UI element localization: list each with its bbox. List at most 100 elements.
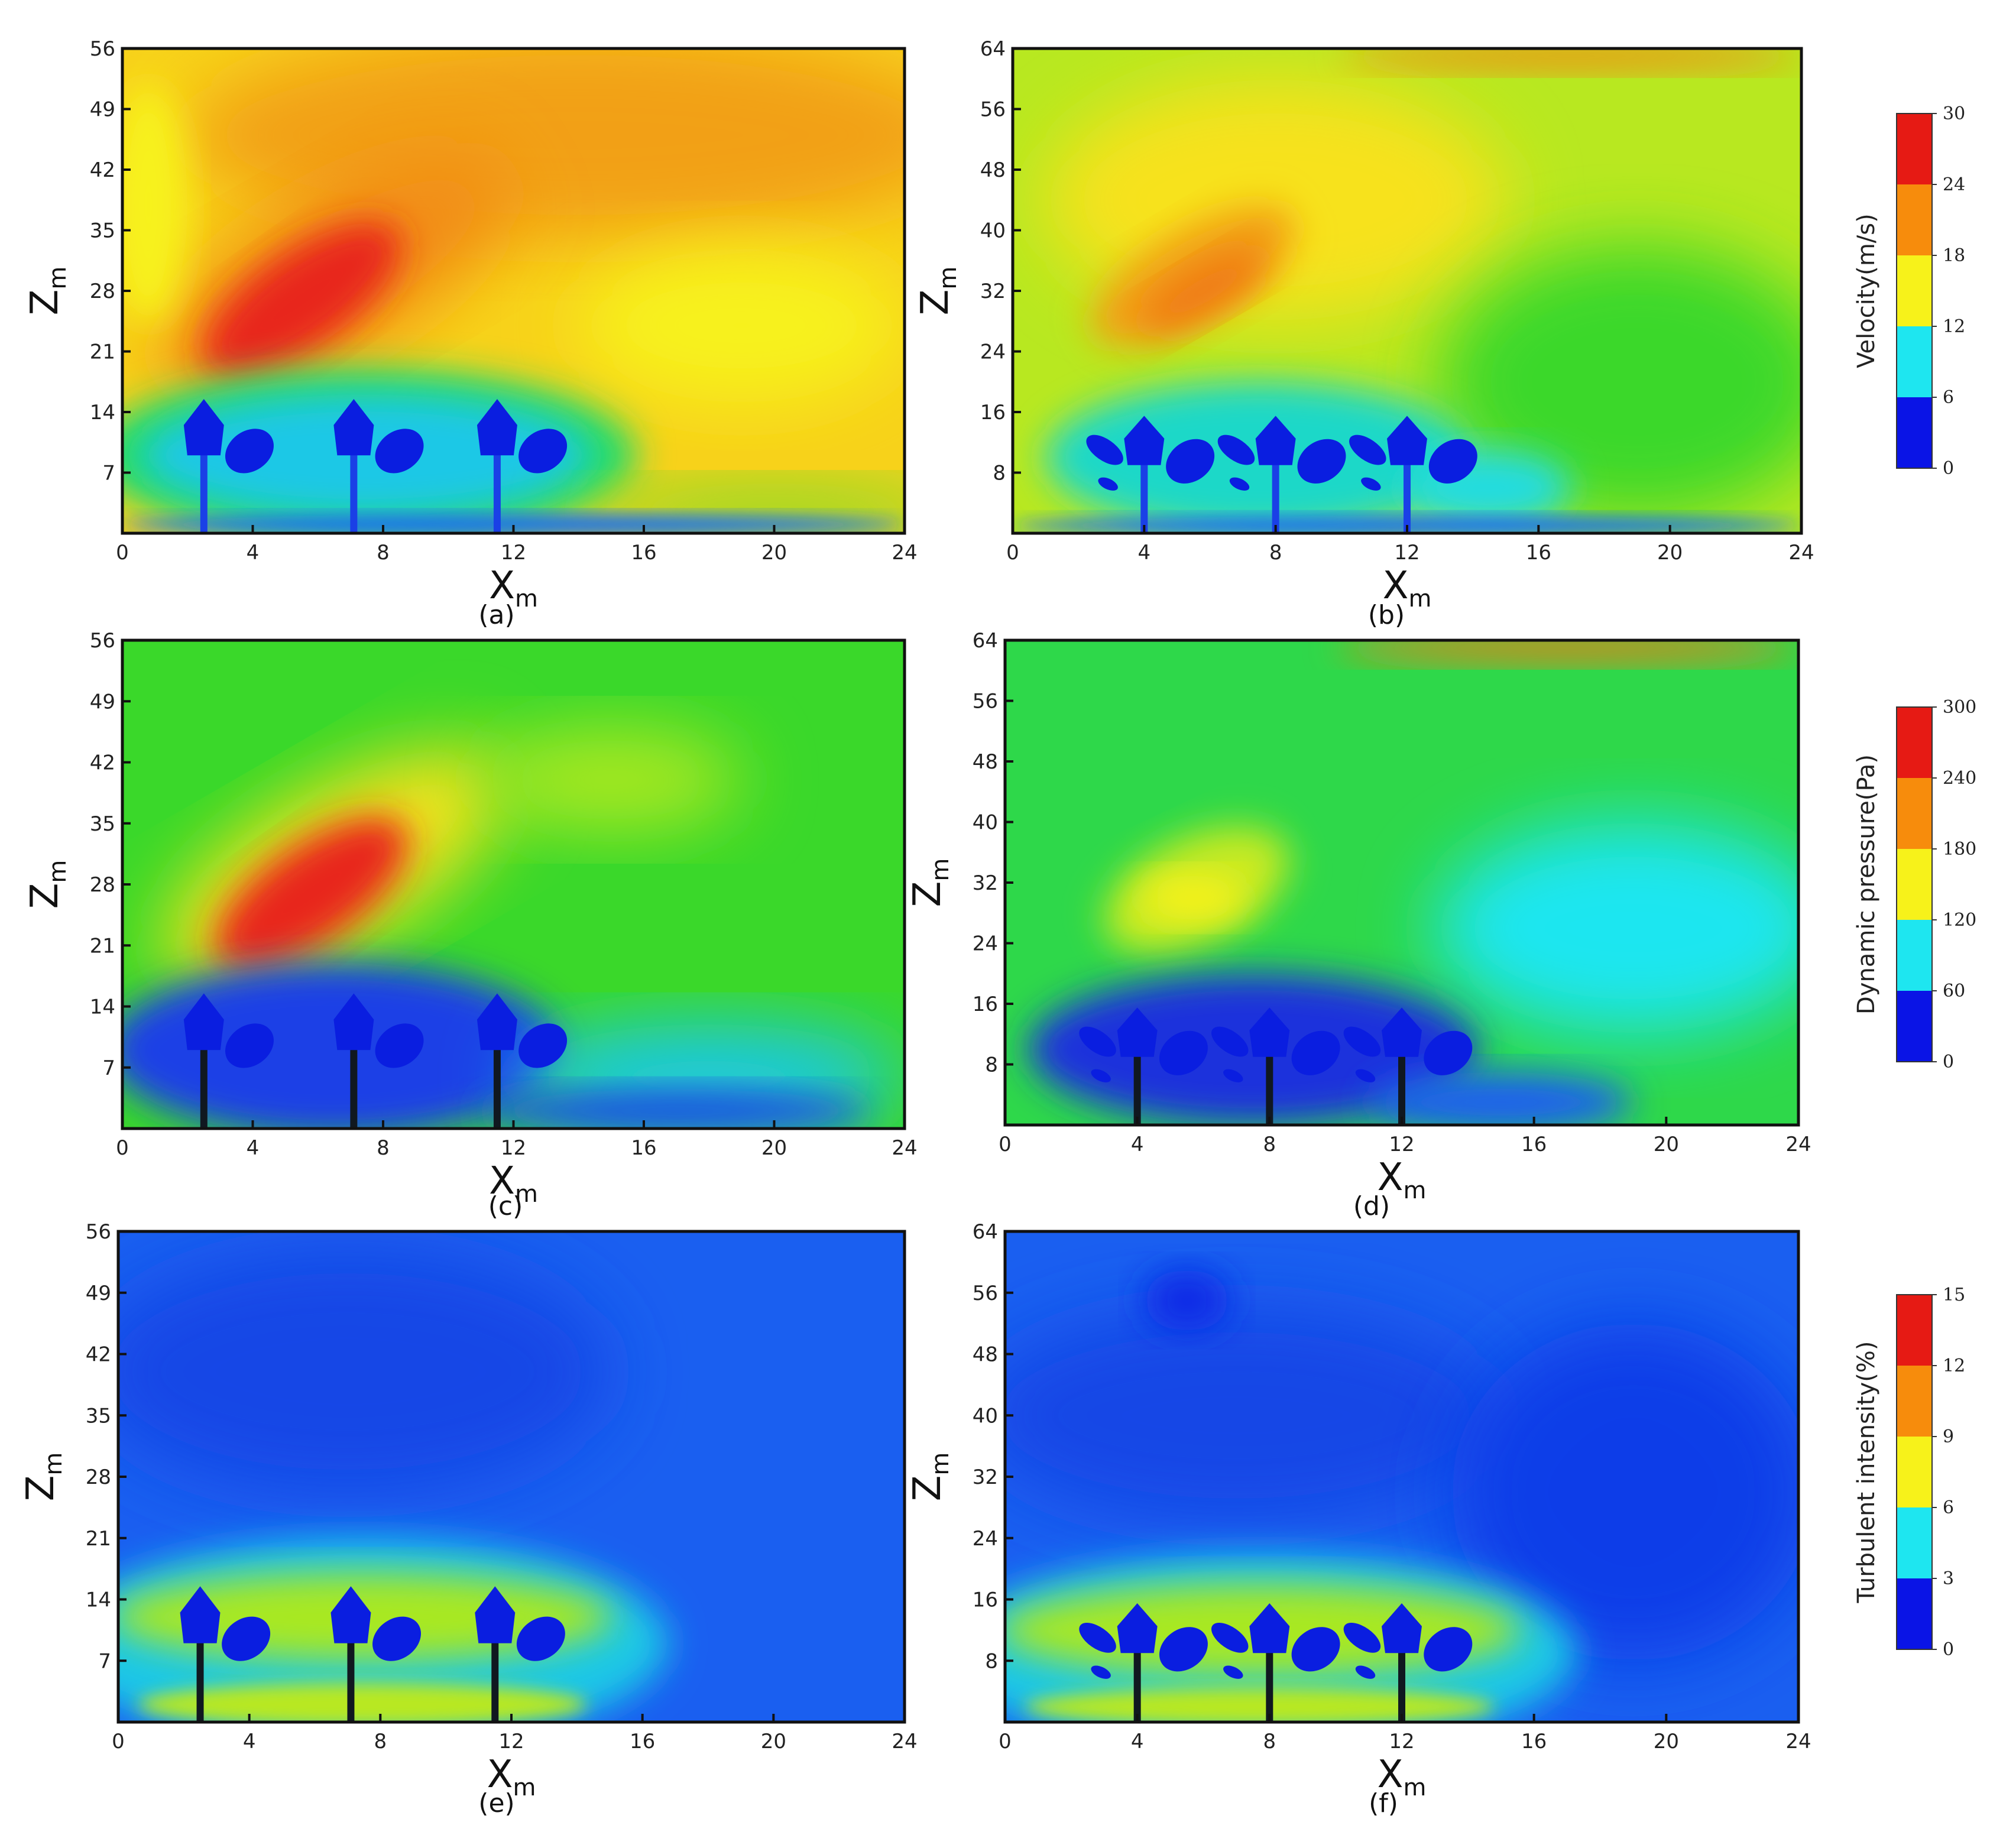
colorbar-title: Turbulent intensity(%) xyxy=(1853,1341,1880,1603)
x-tick-label: 8 xyxy=(1269,541,1282,565)
colorbar-level xyxy=(1897,1366,1932,1437)
x-tick-label: 16 xyxy=(1521,1730,1547,1753)
tree-silhouette xyxy=(1211,1007,1340,1125)
x-tick-label: 0 xyxy=(112,1730,125,1753)
y-tick-label: 21 xyxy=(86,1527,111,1551)
x-tick-label: 24 xyxy=(1785,1730,1811,1753)
contour-region xyxy=(481,727,742,832)
tree-silhouette xyxy=(1079,1603,1208,1722)
colorbar-tick-label: 0 xyxy=(1943,1052,1954,1072)
y-tick-label: 49 xyxy=(86,1282,111,1305)
tree-silhouette xyxy=(183,399,274,533)
tree-silhouette xyxy=(1079,1007,1208,1125)
y-axis-label: Zm xyxy=(906,1453,954,1502)
colorbar-tick-label: 12 xyxy=(1943,1356,1965,1376)
contour-region xyxy=(122,514,905,533)
y-axis-label: Zm xyxy=(23,860,72,909)
colorbar-tick-label: 24 xyxy=(1943,174,1965,195)
tree-silhouette xyxy=(183,993,274,1129)
x-tick-label: 16 xyxy=(631,1136,656,1160)
x-tick-label: 8 xyxy=(377,541,390,565)
y-tick-label: 56 xyxy=(973,1282,998,1305)
x-tick-label: 16 xyxy=(630,1730,655,1753)
colorbar-level xyxy=(1897,1578,1932,1649)
x-tick-label: 24 xyxy=(892,1136,917,1160)
contour-region xyxy=(1025,1687,1495,1722)
colorbar-level xyxy=(1897,255,1932,326)
contour-region xyxy=(1451,1323,1798,1661)
colorbar-level xyxy=(1897,707,1932,778)
contour-region xyxy=(578,247,905,404)
y-tick-label: 7 xyxy=(102,1056,115,1080)
contour-region xyxy=(122,83,188,326)
colorbar-frame xyxy=(1896,1294,1933,1650)
contour-field xyxy=(1005,640,1798,1125)
y-tick-label: 56 xyxy=(86,1220,111,1244)
x-tick-label: 8 xyxy=(1263,1730,1276,1753)
y-tick-label: 24 xyxy=(980,341,1006,364)
x-tick-label: 0 xyxy=(116,541,129,565)
colorbar-level xyxy=(1897,184,1932,255)
y-tick-label: 16 xyxy=(973,1588,998,1612)
x-tick-label: 12 xyxy=(498,1730,524,1753)
y-tick-label: 48 xyxy=(973,1343,998,1367)
colorbar-level xyxy=(1897,326,1932,397)
y-tick-label: 40 xyxy=(973,1404,998,1428)
y-tick-label: 8 xyxy=(985,1053,998,1077)
y-tick-label: 49 xyxy=(90,98,115,122)
colorbar-level xyxy=(1897,1507,1932,1578)
x-tick-label: 24 xyxy=(892,1730,917,1753)
x-tick-label: 16 xyxy=(631,541,656,565)
colorbar-tick-label: 12 xyxy=(1943,316,1965,337)
x-tick-label: 4 xyxy=(243,1730,256,1753)
x-tick-label: 12 xyxy=(1394,541,1419,565)
colorbar-tick-label: 6 xyxy=(1943,387,1954,408)
colorbar-1: 0 6 12 18 24 30 Velocity(m/s) xyxy=(1853,103,1965,479)
x-tick-label: 20 xyxy=(1654,1133,1679,1156)
y-tick-label: 16 xyxy=(973,993,998,1016)
colorbar-frame xyxy=(1896,706,1933,1062)
contour-region xyxy=(138,1682,587,1722)
y-tick-label: 16 xyxy=(980,401,1006,424)
tree-silhouette xyxy=(1217,416,1346,533)
x-tick-label: 0 xyxy=(999,1133,1012,1156)
colorbar-tick-label: 0 xyxy=(1943,1639,1954,1660)
x-tick-label: 16 xyxy=(1521,1133,1547,1156)
y-tick-label: 24 xyxy=(973,932,998,956)
x-tick-label: 4 xyxy=(247,1136,260,1160)
colorbar-tick-label: 15 xyxy=(1943,1285,1965,1305)
x-tick-label: 4 xyxy=(1131,1133,1144,1156)
x-axis-label: Xm xyxy=(1383,564,1432,612)
tree-silhouette xyxy=(1343,1603,1473,1722)
contour-field xyxy=(122,48,905,533)
colorbar-level xyxy=(1897,991,1932,1062)
panel-label: (a) xyxy=(478,600,514,630)
x-tick-label: 20 xyxy=(1654,1730,1679,1753)
y-tick-label: 49 xyxy=(90,690,115,714)
contour-region xyxy=(213,816,409,970)
y-tick-label: 56 xyxy=(980,98,1006,122)
panel-label: (e) xyxy=(478,1788,514,1818)
contour-region xyxy=(1336,640,1798,662)
y-tick-label: 14 xyxy=(86,1588,111,1612)
tree-silhouette xyxy=(1086,416,1215,533)
x-tick-label: 12 xyxy=(501,1136,526,1160)
contour-region xyxy=(481,1089,872,1129)
panel-label: (b) xyxy=(1368,600,1405,630)
y-tick-label: 64 xyxy=(980,37,1006,61)
y-tick-label: 32 xyxy=(973,871,998,895)
x-tick-label: 24 xyxy=(892,541,917,565)
y-axis-label: Zm xyxy=(23,267,72,316)
y-tick-label: 56 xyxy=(90,37,115,61)
contour-region xyxy=(1143,1269,1230,1331)
y-tick-label: 7 xyxy=(98,1649,111,1673)
panel-e: 0 4 8 12 16 20 24 7 14 21 28 35 42 49 56 Xm Zm (e) xyxy=(19,1220,918,1818)
colorbar-3: 0 3 6 9 12 15 Turbulent intensity(%) xyxy=(1853,1285,1965,1660)
colorbar-tick-label: 3 xyxy=(1943,1568,1954,1589)
y-tick-label: 42 xyxy=(90,751,115,775)
y-tick-label: 32 xyxy=(973,1466,998,1489)
